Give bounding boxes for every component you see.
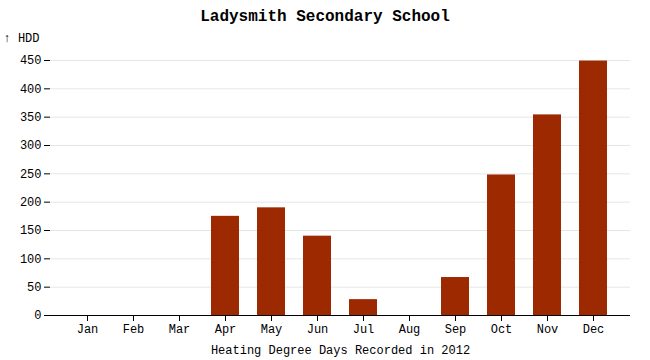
svg-text:May: May	[261, 323, 283, 337]
svg-text:100: 100	[20, 253, 42, 267]
svg-text:Heating Degree Days Recorded i: Heating Degree Days Recorded in 2012	[211, 344, 470, 358]
svg-text:350: 350	[20, 111, 42, 125]
svg-text:Oct: Oct	[491, 323, 513, 337]
svg-text:Jan: Jan	[77, 323, 99, 337]
svg-text:Nov: Nov	[537, 323, 559, 337]
svg-text:Jul: Jul	[353, 323, 375, 337]
svg-text:50: 50	[27, 281, 41, 295]
svg-text:200: 200	[20, 196, 42, 210]
svg-text:Jun: Jun	[307, 323, 329, 337]
svg-text:Mar: Mar	[169, 323, 191, 337]
svg-text:400: 400	[20, 83, 42, 97]
svg-text:0: 0	[34, 309, 41, 323]
svg-text:Feb: Feb	[123, 323, 145, 337]
svg-text:Dec: Dec	[583, 323, 605, 337]
svg-text:Sep: Sep	[445, 323, 467, 337]
svg-text:300: 300	[20, 139, 42, 153]
svg-text:Apr: Apr	[215, 323, 237, 337]
svg-text:450: 450	[20, 54, 42, 68]
svg-text:250: 250	[20, 168, 42, 182]
html-text:Ladysmith Secondary School: Ladysmith Secondary School	[200, 8, 450, 26]
svg-text:150: 150	[20, 224, 42, 238]
svg-text:↑ HDD: ↑ HDD	[4, 32, 40, 46]
svg-text:Aug: Aug	[399, 323, 421, 337]
